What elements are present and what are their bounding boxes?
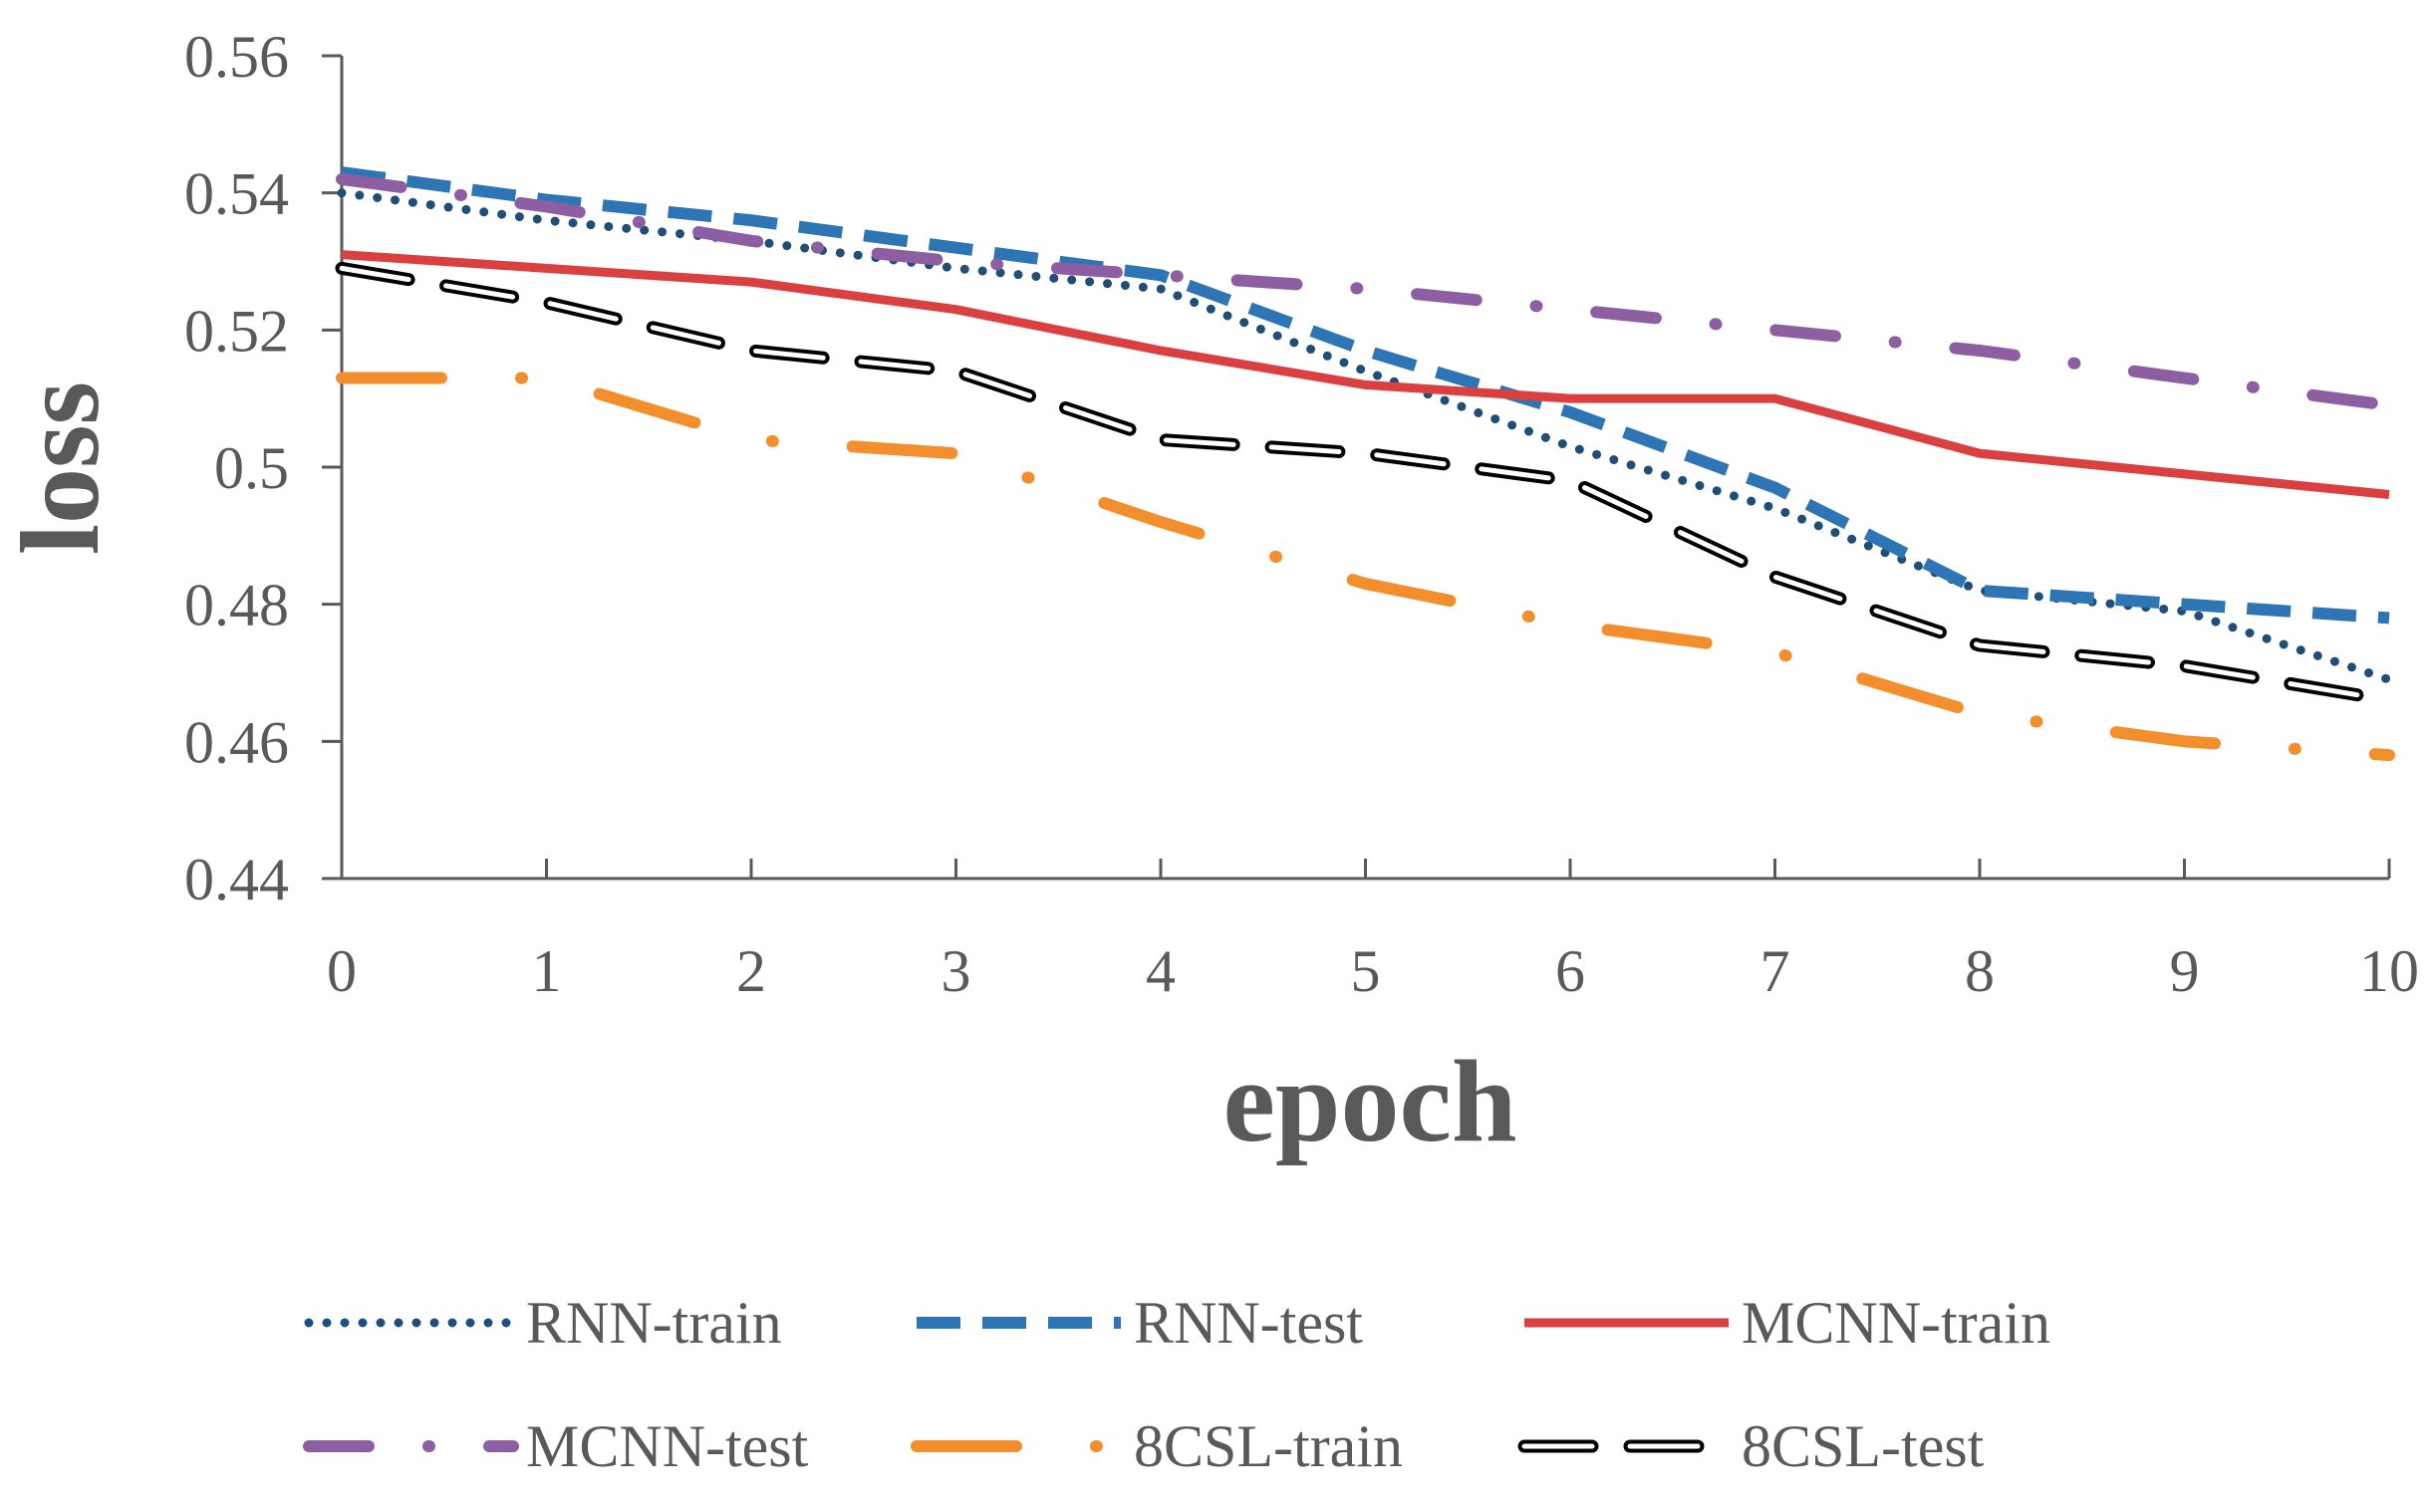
series-8csl-test [335, 261, 2396, 707]
x-tick-label: 6 [1555, 938, 1585, 1004]
legend: RNN-train RNN-test MCNN-train MCNN-test 8CSL… [303, 1290, 2050, 1479]
legend-item-mcnn-train: MCNN-train [1524, 1290, 2050, 1356]
series-line-8csl-test [339, 265, 2392, 703]
y-tick-label: 0.56 [184, 24, 289, 90]
series-line-8csl-train [336, 372, 2395, 762]
legend-label-8csl-test: 8CSL-test [1742, 1413, 1985, 1479]
series-rnn-train [337, 188, 2394, 684]
legend-item-rnn-train: RNN-train [304, 1290, 782, 1356]
series-8csl-train [336, 372, 2395, 762]
series-line-mcnn-train [341, 250, 2390, 500]
x-tick-label: 8 [1965, 938, 1995, 1004]
x-axis-title: epoch [1223, 1036, 1517, 1166]
legend-label-8csl-train: 8CSL-train [1134, 1413, 1403, 1479]
series-line-8csl-test [335, 261, 2396, 707]
legend-item-8csl-train: 8CSL-train [911, 1413, 1403, 1479]
series-mcnn-test [336, 172, 2395, 412]
series-line-rnn-test [341, 166, 2390, 625]
y-tick-label: 0.54 [184, 161, 289, 227]
x-tick-label: 10 [2359, 938, 2419, 1004]
y-tick-label: 0.44 [184, 847, 289, 912]
series-mcnn-train [341, 250, 2390, 500]
y-tick-label: 0.52 [184, 298, 289, 364]
y-tick-label: 0.46 [184, 709, 289, 775]
x-tick-label: 2 [736, 938, 766, 1004]
series-rnn-test [341, 166, 2390, 625]
y-tick-label: 0.5 [214, 435, 289, 501]
legend-item-mcnn-test: MCNN-test [303, 1413, 809, 1479]
series-line-mcnn-test [336, 172, 2395, 412]
x-tick-label: 5 [1351, 938, 1381, 1004]
legend-label-rnn-train: RNN-train [526, 1290, 782, 1356]
x-tick-label: 0 [327, 938, 357, 1004]
x-tick-label: 3 [942, 938, 971, 1004]
legend-label-mcnn-test: MCNN-test [526, 1413, 809, 1479]
legend-item-rnn-test: RNN-test [917, 1290, 1363, 1356]
y-tick-label: 0.48 [184, 573, 289, 638]
legend-label-mcnn-train: MCNN-train [1742, 1290, 2050, 1356]
x-tick-label: 7 [1760, 938, 1790, 1004]
series-layer [335, 166, 2396, 762]
x-tick-label: 1 [532, 938, 562, 1004]
y-axis-title: loss [0, 381, 123, 555]
x-tick-label: 4 [1146, 938, 1176, 1004]
series-line-rnn-train [337, 188, 2394, 684]
legend-label-rnn-test: RNN-test [1134, 1290, 1363, 1356]
x-tick-label: 9 [2170, 938, 2200, 1004]
axes: 0.44 0.46 0.48 0.5 0.52 0.54 0.56 0 1 2 3 4 5 6 7 8 9 10 [184, 24, 2419, 1004]
legend-item-8csl-test: 8CSL-test [1517, 1413, 1985, 1479]
